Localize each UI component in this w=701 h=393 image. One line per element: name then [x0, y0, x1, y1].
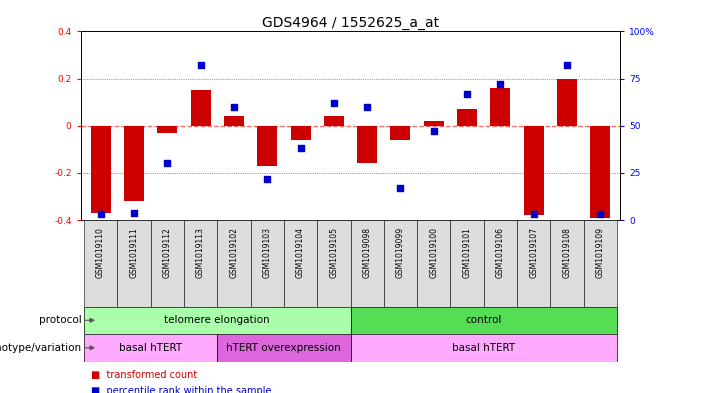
Point	[495, 81, 506, 87]
Bar	[350, 307, 617, 334]
Bar	[557, 79, 577, 126]
Bar	[491, 88, 510, 126]
Bar	[217, 334, 350, 362]
Text: GSM1019107: GSM1019107	[529, 227, 538, 278]
Text: basal hTERT: basal hTERT	[119, 343, 182, 353]
Bar	[217, 220, 250, 307]
Text: genotype/variation: genotype/variation	[0, 343, 81, 353]
Text: GSM1019105: GSM1019105	[329, 227, 339, 278]
Bar	[84, 334, 217, 362]
Bar	[350, 334, 617, 362]
Text: GSM1019102: GSM1019102	[229, 227, 238, 278]
Text: GSM1019106: GSM1019106	[496, 227, 505, 278]
Point	[395, 185, 406, 191]
Point	[229, 104, 240, 110]
Bar	[257, 126, 277, 166]
Bar	[284, 220, 317, 307]
Bar	[524, 126, 544, 215]
Point	[195, 62, 206, 68]
Point	[528, 211, 539, 218]
Point	[162, 160, 173, 167]
Bar	[324, 116, 343, 126]
Bar	[84, 307, 350, 334]
Point	[95, 211, 107, 218]
Bar	[384, 220, 417, 307]
Bar	[457, 109, 477, 126]
Bar	[250, 220, 284, 307]
Text: basal hTERT: basal hTERT	[452, 343, 515, 353]
Point	[594, 211, 606, 218]
Bar	[484, 220, 517, 307]
Bar	[191, 90, 210, 126]
Text: telomere elongation: telomere elongation	[165, 315, 270, 325]
Text: GSM1019113: GSM1019113	[196, 227, 205, 278]
Text: GSM1019104: GSM1019104	[296, 227, 305, 278]
Point	[562, 62, 573, 68]
Point	[295, 145, 306, 152]
Text: GSM1019098: GSM1019098	[362, 227, 372, 278]
Bar	[350, 220, 384, 307]
Point	[461, 90, 472, 97]
Text: GSM1019101: GSM1019101	[463, 227, 472, 278]
Bar	[124, 126, 144, 201]
Bar	[84, 220, 117, 307]
Bar	[90, 126, 111, 213]
Text: GSM1019108: GSM1019108	[563, 227, 571, 278]
Bar	[224, 116, 244, 126]
Text: ■  transformed count: ■ transformed count	[91, 370, 198, 380]
Bar	[451, 220, 484, 307]
Bar	[417, 220, 451, 307]
Bar	[358, 126, 377, 163]
Bar	[317, 220, 350, 307]
Text: GSM1019111: GSM1019111	[130, 227, 138, 278]
Bar	[584, 220, 617, 307]
Bar	[590, 126, 611, 218]
Point	[328, 100, 339, 106]
Text: GSM1019109: GSM1019109	[596, 227, 605, 278]
Title: GDS4964 / 1552625_a_at: GDS4964 / 1552625_a_at	[262, 17, 439, 30]
Bar	[550, 220, 584, 307]
Point	[362, 104, 373, 110]
Bar	[117, 220, 151, 307]
Text: GSM1019100: GSM1019100	[429, 227, 438, 278]
Text: GSM1019110: GSM1019110	[96, 227, 105, 278]
Bar	[517, 220, 550, 307]
Text: ■  percentile rank within the sample: ■ percentile rank within the sample	[91, 386, 272, 393]
Text: GSM1019112: GSM1019112	[163, 227, 172, 278]
Bar	[390, 126, 411, 140]
Bar	[184, 220, 217, 307]
Text: GSM1019103: GSM1019103	[263, 227, 272, 278]
Bar	[151, 220, 184, 307]
Text: control: control	[465, 315, 502, 325]
Text: protocol: protocol	[39, 315, 81, 325]
Text: hTERT overexpression: hTERT overexpression	[226, 343, 341, 353]
Point	[128, 209, 139, 216]
Point	[428, 128, 440, 134]
Point	[261, 175, 273, 182]
Bar	[290, 126, 311, 140]
Bar	[157, 126, 177, 133]
Text: GSM1019099: GSM1019099	[396, 227, 405, 278]
Bar	[424, 121, 444, 126]
